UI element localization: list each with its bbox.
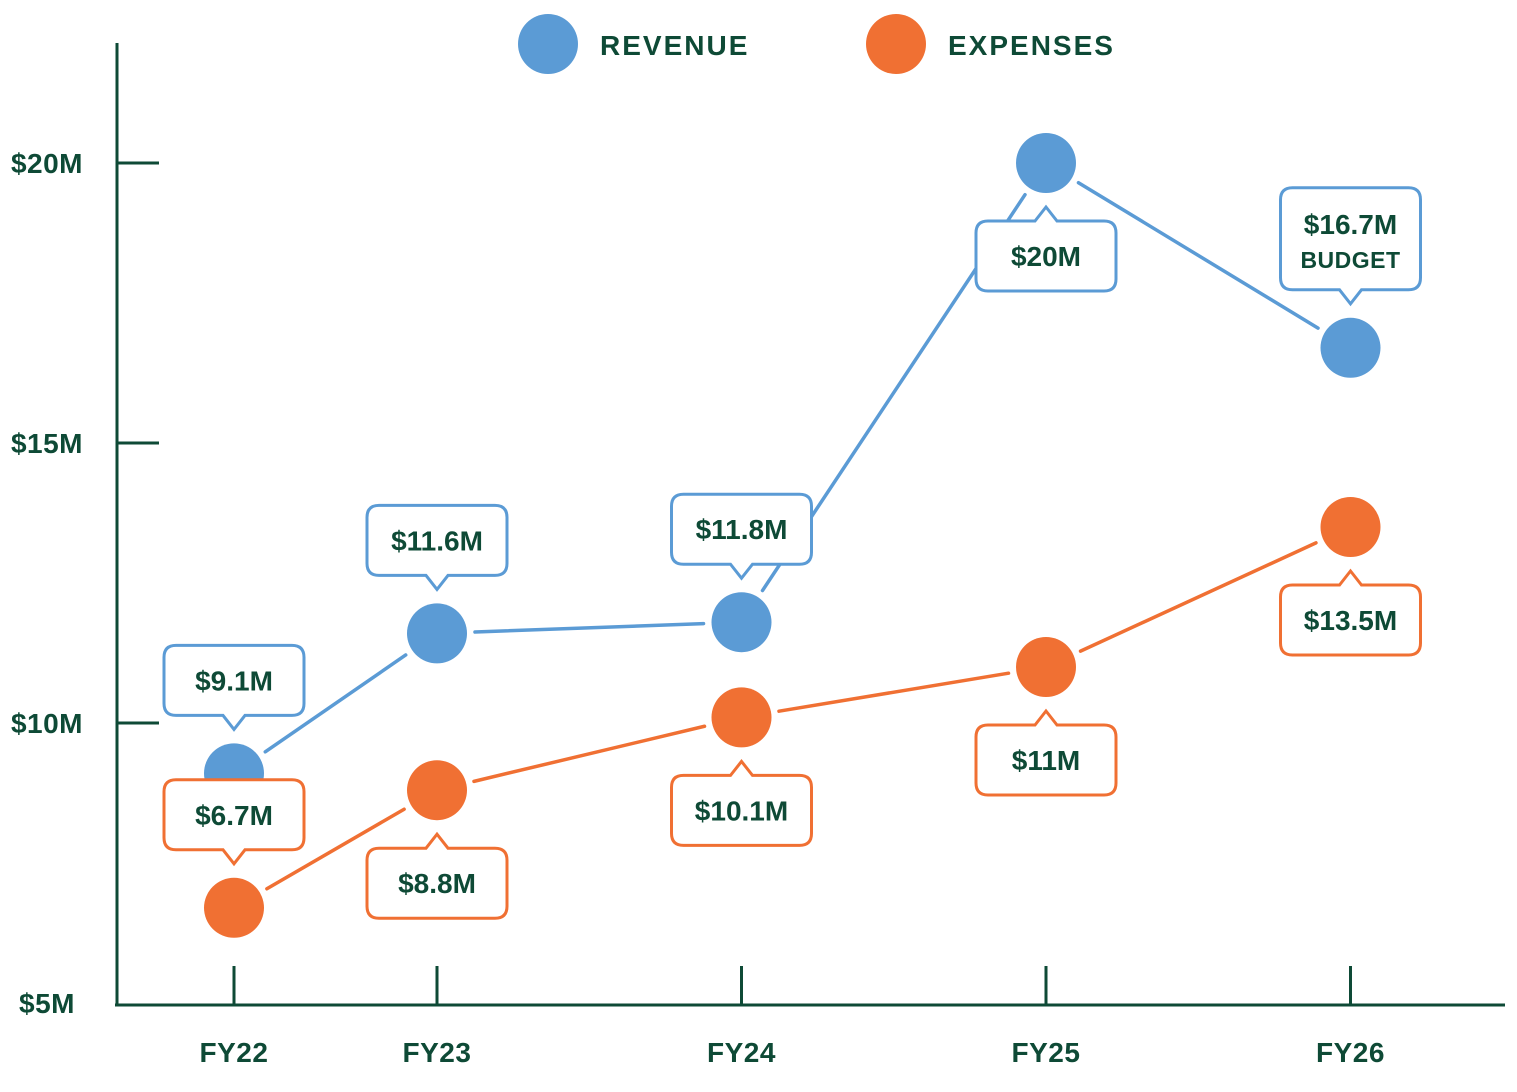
revenue-point <box>1320 317 1381 378</box>
x-tick-label: FY24 <box>707 1037 776 1068</box>
expenses-data-label: $8.8M <box>398 868 476 899</box>
expenses-data-label: $10.1M <box>695 795 788 826</box>
revenue-callout-box <box>670 492 813 581</box>
legend-label-revenue: REVENUE <box>600 30 749 61</box>
expenses-point <box>1320 497 1381 557</box>
expenses-line-segment <box>265 807 406 891</box>
revenue-data-label: $9.1M <box>195 665 273 696</box>
expenses-point <box>407 760 467 821</box>
revenue-data-label: $11.8M <box>696 514 788 545</box>
x-tick-label: FY25 <box>1012 1037 1081 1068</box>
revenue-line-segment <box>1076 180 1320 330</box>
x-tick-label: FY22 <box>200 1037 269 1068</box>
expenses-line-segment <box>1078 541 1318 653</box>
expenses-point <box>1016 637 1076 697</box>
legend: REVENUE EXPENSES <box>518 14 1115 74</box>
revenue-point <box>407 603 467 664</box>
revenue-data-label: $20M <box>1011 241 1081 272</box>
revenue-data-label: $16.7M <box>1304 209 1397 240</box>
legend-label-expenses: EXPENSES <box>948 30 1115 61</box>
legend-marker-expenses <box>866 14 926 74</box>
revenue-callout-box <box>365 503 509 592</box>
revenue-callout-box <box>162 643 306 732</box>
expenses-point <box>204 877 264 938</box>
expenses-data-label: $11M <box>1012 745 1081 776</box>
revenue-data-sublabel: BUDGET <box>1300 247 1400 273</box>
expenses-callout-box <box>670 758 813 847</box>
expenses-line-segment <box>777 671 1011 713</box>
expenses-callout-box <box>365 831 509 920</box>
x-tick-label: FY26 <box>1316 1037 1385 1068</box>
revenue-point <box>711 592 772 653</box>
series-points <box>204 133 1381 938</box>
y-tick-label: $10M <box>11 708 83 739</box>
expenses-point <box>711 687 772 748</box>
y-tick-label: $20M <box>11 148 83 179</box>
revenue-line-segment <box>263 653 408 754</box>
revenue-point <box>1016 133 1076 193</box>
x-tick-label: FY23 <box>403 1037 472 1068</box>
expenses-callout-box <box>1279 568 1422 657</box>
y-tick-label: $5M <box>19 988 75 1019</box>
axes: $5M $10M $15M $20M FY22 FY23 FY24 FY25 FY26 <box>11 43 1505 1068</box>
data-labels: $9.1M $11.6M $11.8M $20M $16.7M BUDGET $6.7M $8… <box>162 186 1422 920</box>
expenses-data-label: $13.5M <box>1304 605 1397 636</box>
legend-marker-revenue <box>518 14 578 74</box>
revenue-callout-box <box>1279 186 1422 307</box>
expenses-data-label: $6.7M <box>195 800 273 831</box>
expenses-line-segment <box>472 724 707 784</box>
revenue-line-segment <box>473 621 706 634</box>
y-tick-label: $15M <box>11 428 83 459</box>
revenue-data-label: $11.6M <box>391 525 483 556</box>
revenue-callout-box <box>974 204 1118 293</box>
expenses-callout-box <box>974 708 1118 797</box>
expenses-callout-box <box>162 778 306 867</box>
